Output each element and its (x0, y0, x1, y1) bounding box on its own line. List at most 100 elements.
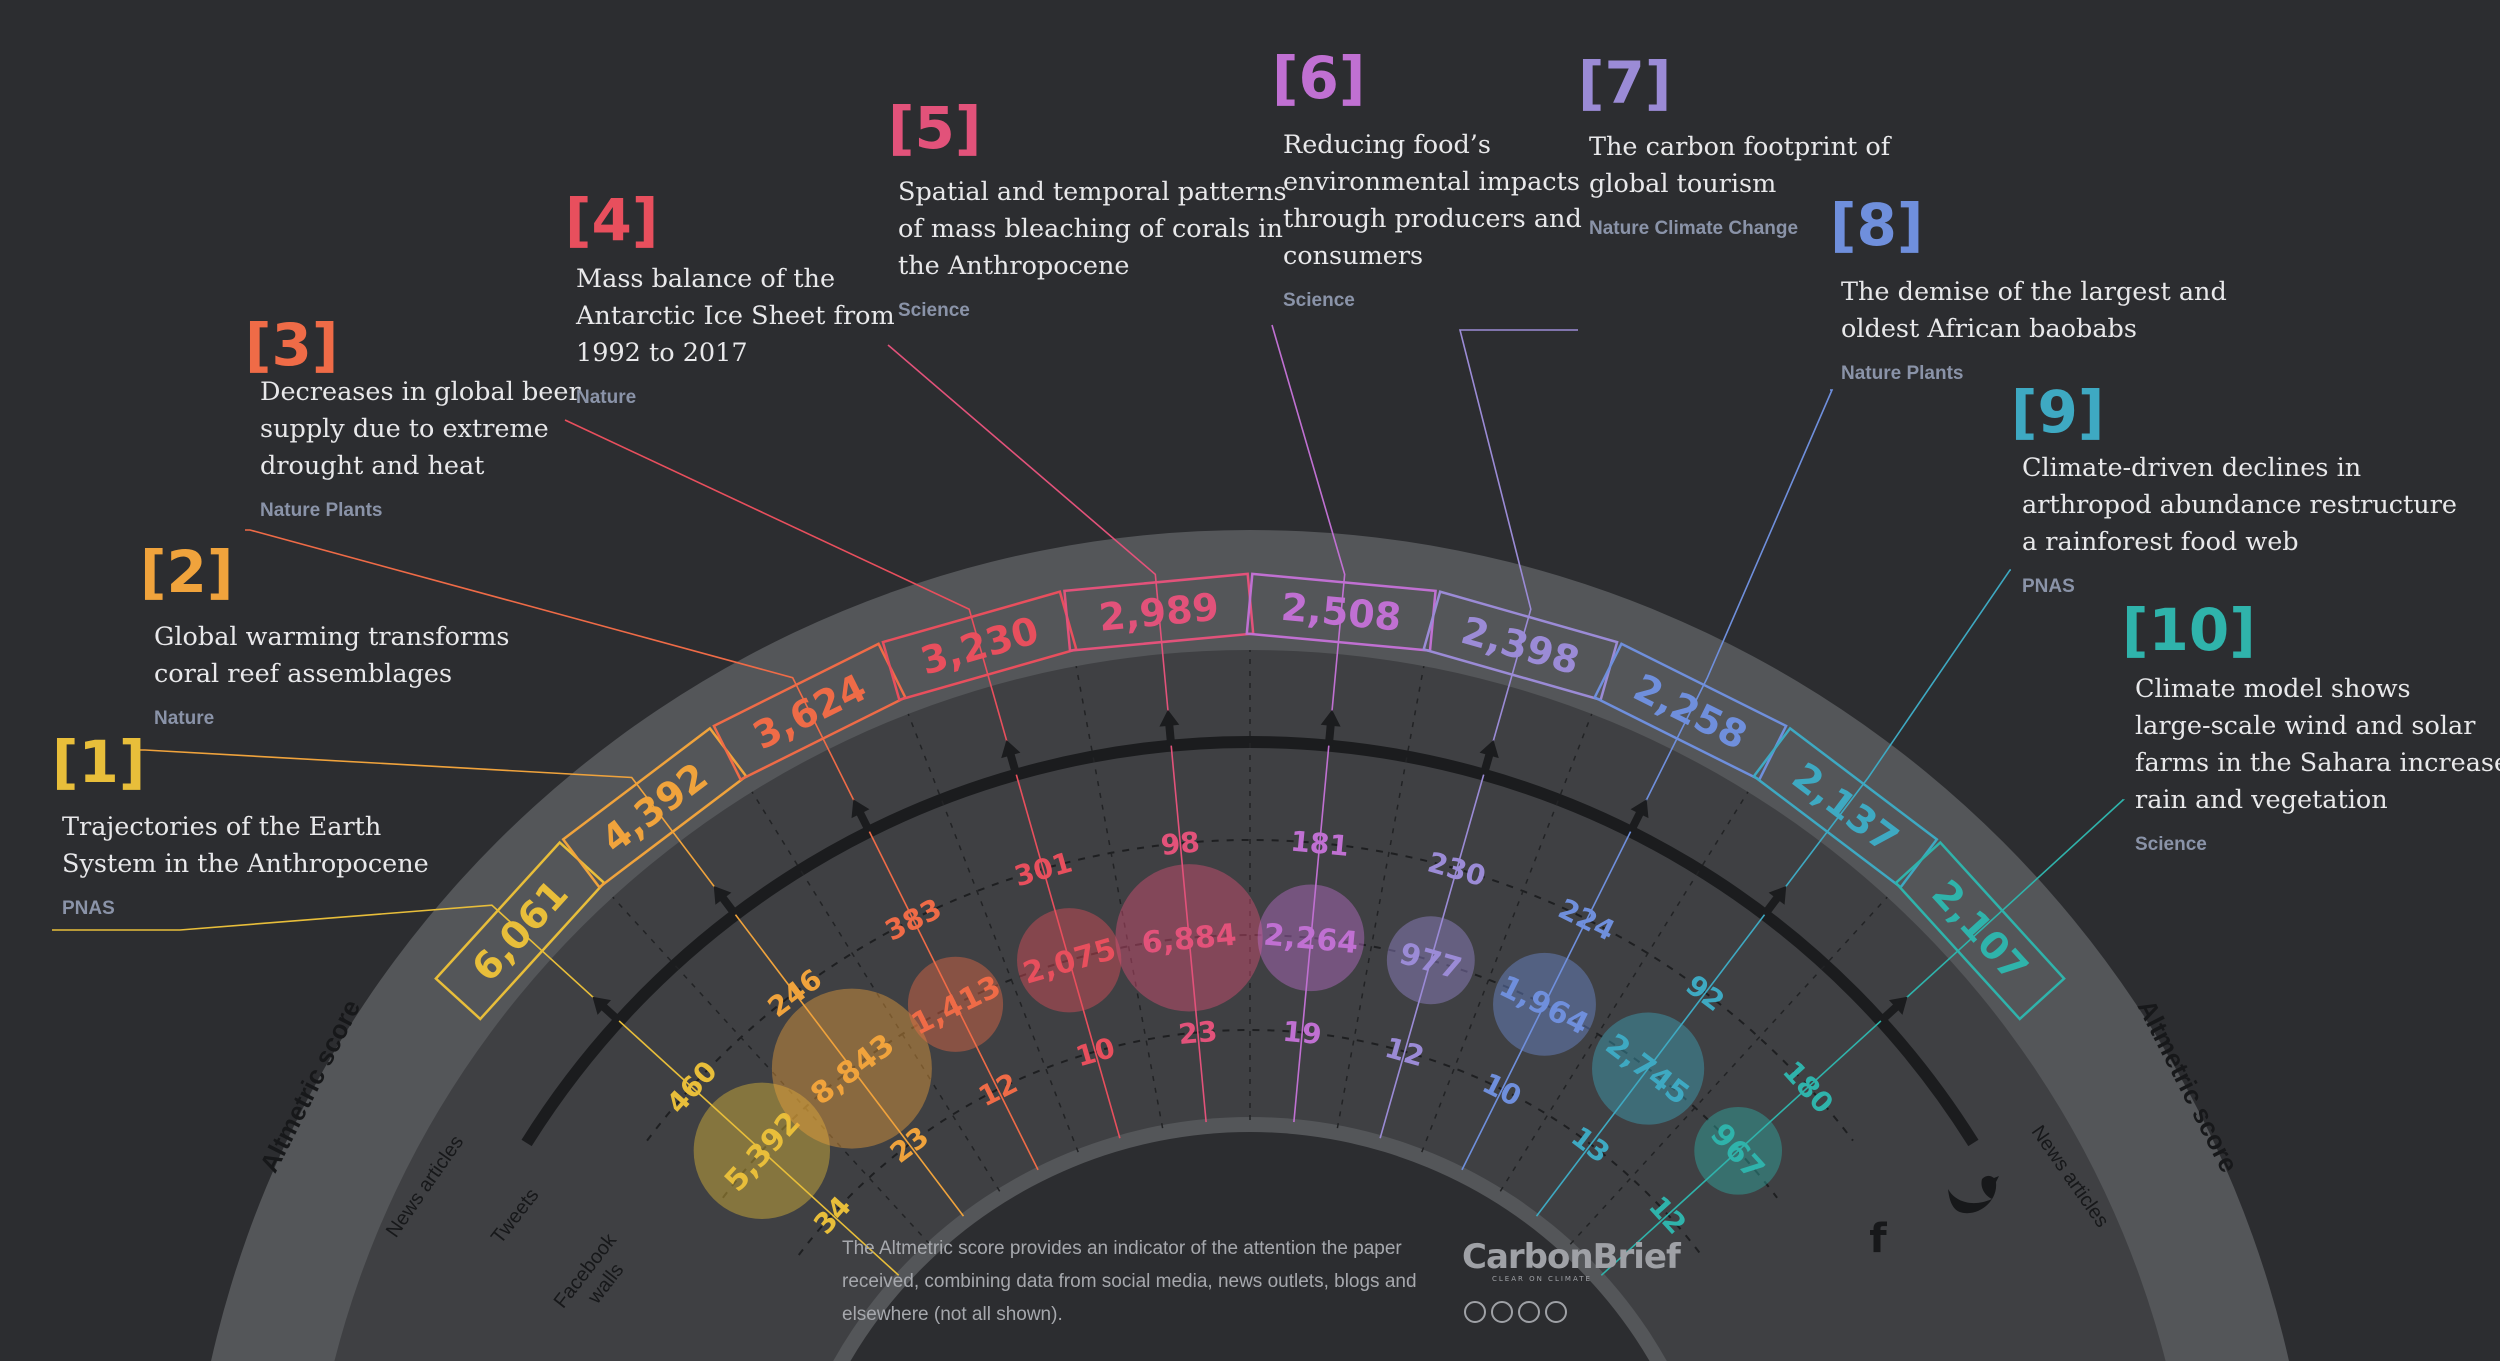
tweets-label: 2,264 (1262, 918, 1360, 962)
footnote-line-2: received, combining data from social med… (842, 1271, 1417, 1292)
tweets-bubble (1257, 884, 1365, 992)
paper-title-line: Spatial and temporal patterns (898, 177, 1287, 207)
paper-title-line: 1992 to 2017 (576, 338, 748, 368)
paper-rank: [5] (888, 94, 981, 162)
paper-label-3: [3]Decreases in global beer supply due to… (245, 311, 581, 521)
score-arrow (1159, 709, 1180, 747)
leader-line (245, 529, 1039, 1171)
tweets-bubble (1694, 1106, 1783, 1195)
svg-text:f: f (1869, 1216, 1887, 1262)
tweets-bubble (1115, 864, 1263, 1012)
tweets-bubble (1017, 908, 1122, 1013)
paper-label-2: [2] Global warming transforms coral reef a… (140, 538, 509, 729)
paper-label-10: [10] Climate model shows large-scale wind … (2122, 596, 2500, 855)
paper-title-line: Mass balance of the (576, 264, 835, 294)
carbonbrief-logo: CarbonBrief CLEAR ON CLIMATE (1462, 1237, 1683, 1323)
score-arrow (1001, 740, 1021, 776)
paper-journal: PNAS (2022, 576, 2075, 597)
paper-title-line: coral reef assemblages (154, 659, 452, 689)
paper-labels: [1] Trajectories of the Earth System in th… (52, 44, 2500, 919)
arrow-shape (1761, 885, 1787, 918)
brand-name: CarbonBrief (1462, 1237, 1682, 1277)
paper-rank: [9] (2011, 378, 2104, 446)
paper-title-line: the Anthropocene (898, 251, 1129, 281)
paper-title-line: large-scale wind and solar (2135, 711, 2476, 741)
tweets-value: 6,884 (1140, 918, 1238, 962)
facebook-label: 19 (1281, 1015, 1323, 1051)
paper-journal: Nature Plants (260, 500, 382, 521)
tweets-bubble (1592, 1012, 1705, 1125)
paper-title-line: Trajectories of the Earth (62, 812, 381, 842)
paper-title-line: environmental impacts (1283, 167, 1580, 197)
leader-line (1379, 329, 1578, 1139)
paper-title-line: The demise of the largest and (1841, 277, 2227, 307)
paper-rank: [4] (565, 186, 658, 254)
arrow-shape (1878, 996, 1908, 1024)
leader-line (52, 904, 900, 1276)
facebook-label: 23 (1177, 1015, 1219, 1051)
brand-tagline: CLEAR ON CLIMATE (1492, 1275, 1592, 1283)
paper-rank: [1] (52, 728, 145, 796)
tweets-value: 2,264 (1262, 918, 1360, 962)
paper-label-9: [9] Climate-driven declines in arthropod a… (2011, 378, 2457, 597)
twitter-icon (1948, 1175, 1999, 1214)
paper-journal: Nature (576, 387, 636, 408)
facebook-walls-value: 23 (1177, 1015, 1219, 1051)
paper-journal: Nature Climate Change (1589, 218, 1798, 239)
arrow-shape (592, 996, 622, 1024)
score-arrow (1761, 885, 1787, 918)
paper-title-line: supply due to extreme (260, 414, 549, 444)
facebook-walls-value: 19 (1281, 1015, 1323, 1051)
leader-line (887, 344, 1207, 1123)
score-box-frame (1894, 840, 2066, 1021)
paper-label-6: [6] Reducing food’s environmental impacts t… (1272, 44, 1582, 311)
paper-title-line: Global warming transforms (154, 622, 509, 652)
paper-rank: [8] (1830, 191, 1923, 259)
paper-title-line: global tourism (1589, 169, 1776, 199)
facebook-icon: f (1869, 1216, 1887, 1262)
score-arrow (1320, 709, 1341, 747)
paper-title-line: through producers and (1283, 204, 1582, 234)
paper-title-line: of mass bleaching of corals in (898, 214, 1283, 244)
paper-title-line: oldest African baobabs (1841, 314, 2137, 344)
leader-line (1461, 389, 1834, 1171)
paper-journal: PNAS (62, 898, 115, 919)
paper-title-line: Reducing food’s (1283, 130, 1491, 160)
leader-line (564, 419, 1121, 1139)
paper-rank: [2] (140, 538, 233, 606)
arrow-shape (1320, 709, 1341, 747)
paper-rank: [10] (2122, 596, 2256, 664)
arrow-shape (1627, 799, 1649, 834)
leader-line (140, 749, 965, 1217)
paper-title-line: consumers (1283, 241, 1423, 271)
paper-title-line: Antarctic Ice Sheet from (575, 301, 895, 331)
paper-title-line: The carbon footprint of (1589, 132, 1892, 162)
score-arrow (713, 885, 739, 918)
tweets-label: 6,884 (1140, 918, 1238, 962)
score-arrow (1627, 799, 1649, 834)
score-arrow (1878, 996, 1908, 1024)
leader-line (1600, 799, 2126, 1276)
arrow-shape (1159, 709, 1180, 747)
paper-journal: Science (1283, 290, 1355, 311)
cc-license-icons (1464, 1301, 1567, 1323)
score-axis-arc (521, 736, 1979, 1147)
tweets-bubble (1493, 952, 1596, 1056)
paper-title-line: a rainforest food web (2022, 527, 2299, 557)
paper-title-line: rain and vegetation (2135, 785, 2388, 815)
news-articles-value: 98 (1159, 825, 1201, 861)
ring-group (211, 530, 2289, 1361)
leader-lines (52, 324, 2126, 1276)
paper-title-line: arthropod abundance restructure (2022, 490, 2457, 520)
footnote: The Altmetric score provides an indicato… (842, 1238, 1417, 1325)
paper-title-line: drought and heat (260, 451, 485, 481)
paper-journal: Science (898, 300, 970, 321)
paper-title-line: farms in the Sahara increase (2135, 748, 2500, 778)
paper-rank: [6] (1272, 44, 1365, 112)
paper-journal: Science (2135, 834, 2207, 855)
tweets-bubble (907, 956, 1004, 1052)
arrow-shape (1001, 740, 1021, 776)
paper-label-8: [8] The demise of the largest and oldest A… (1830, 191, 2227, 384)
arrow-shape (1479, 740, 1499, 776)
